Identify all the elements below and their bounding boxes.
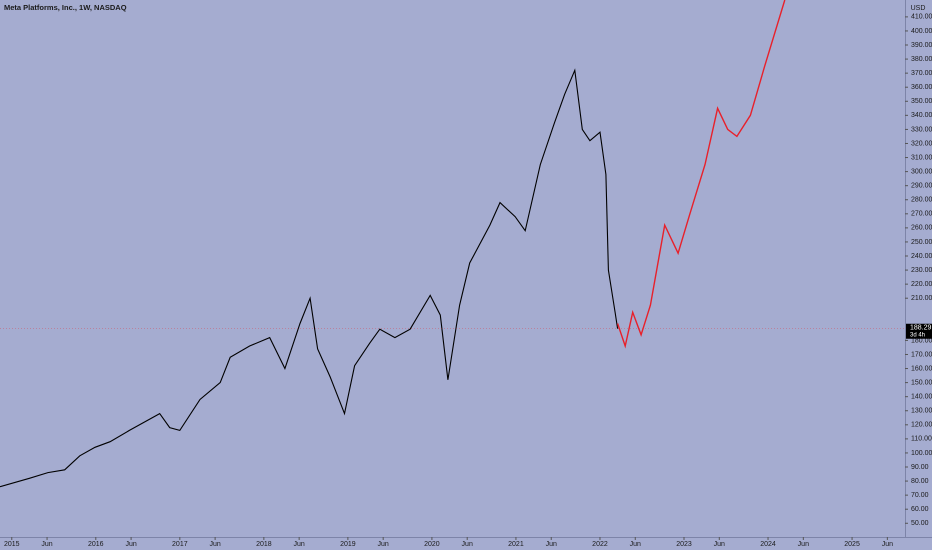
currency: USD: [911, 5, 926, 12]
x-tick-label: 2020: [424, 541, 440, 548]
y-tick-label: 270.00: [911, 211, 932, 218]
x-tick-label: Jun: [125, 541, 136, 548]
y-tick-label: 100.00: [911, 450, 932, 457]
x-tick-label: 2021: [508, 541, 524, 548]
x-tick-label: 2015: [4, 541, 20, 548]
x-tick-label: Jun: [882, 541, 893, 548]
y-tick-label: 170.00: [911, 351, 932, 358]
y-tick-label: 50.00: [911, 520, 929, 527]
x-tick-label: 2018: [256, 541, 272, 548]
y-tick-label: 140.00: [911, 394, 932, 401]
y-tick-label: 230.00: [911, 267, 932, 274]
y-tick-label: 150.00: [911, 379, 932, 386]
y-tick-label: 290.00: [911, 183, 932, 190]
x-tick-label: 2025: [844, 541, 860, 548]
y-tick-label: 300.00: [911, 168, 932, 175]
last-price-box: [906, 323, 932, 339]
x-tick-label: 2022: [592, 541, 608, 548]
price-line: [616, 0, 786, 349]
y-tick-label: 260.00: [911, 225, 932, 232]
x-tick-label: Jun: [714, 541, 725, 548]
x-tick-label: Jun: [41, 541, 52, 548]
x-tick-label: Jun: [630, 541, 641, 548]
chart-title: Meta Platforms, Inc., 1W, NASDAQ: [4, 3, 127, 12]
y-tick-label: 180.00: [911, 337, 932, 344]
last-price-label: 188.29: [910, 325, 932, 332]
x-tick-label: Jun: [798, 541, 809, 548]
x-tick-label: 2016: [88, 541, 104, 548]
y-tick-label: 70.00: [911, 492, 929, 499]
x-tick-label: 2024: [760, 541, 776, 548]
y-tick-label: 350.00: [911, 98, 932, 105]
y-tick-label: 90.00: [911, 464, 929, 471]
y-tick-label: 380.00: [911, 56, 932, 63]
y-tick-label: 160.00: [911, 365, 932, 372]
y-tick-label: 310.00: [911, 154, 932, 161]
countdown-label: 3d 4h: [910, 332, 925, 338]
y-tick-label: 130.00: [911, 408, 932, 415]
y-tick-label: 360.00: [911, 84, 932, 91]
y-tick-label: 320.00: [911, 140, 932, 147]
x-tick-label: 2023: [676, 541, 692, 548]
x-tick-label: Jun: [462, 541, 473, 548]
y-tick-label: 250.00: [911, 239, 932, 246]
y-tick-label: 220.00: [911, 281, 932, 288]
y-tick-label: 110.00: [911, 436, 932, 443]
x-tick-label: Jun: [209, 541, 220, 548]
y-tick-label: 390.00: [911, 42, 932, 49]
y-tick-label: 400.00: [911, 28, 932, 35]
x-tick-label: 2017: [172, 541, 188, 548]
x-tick-label: 2019: [340, 541, 356, 548]
y-tick-label: 210.00: [911, 295, 932, 302]
price-line: [0, 68, 619, 488]
y-tick-label: 280.00: [911, 197, 932, 204]
y-tick-label: 240.00: [911, 253, 932, 260]
y-tick-label: 330.00: [911, 126, 932, 133]
y-tick-label: 340.00: [911, 112, 932, 119]
y-tick-label: 80.00: [911, 478, 929, 485]
y-tick-label: 60.00: [911, 506, 929, 513]
y-tick-label: 120.00: [911, 422, 932, 429]
y-tick-label: 410.00: [911, 14, 932, 21]
x-tick-label: Jun: [378, 541, 389, 548]
x-tick-label: Jun: [293, 541, 304, 548]
y-tick-label: 370.00: [911, 70, 932, 77]
x-tick-label: Jun: [546, 541, 557, 548]
